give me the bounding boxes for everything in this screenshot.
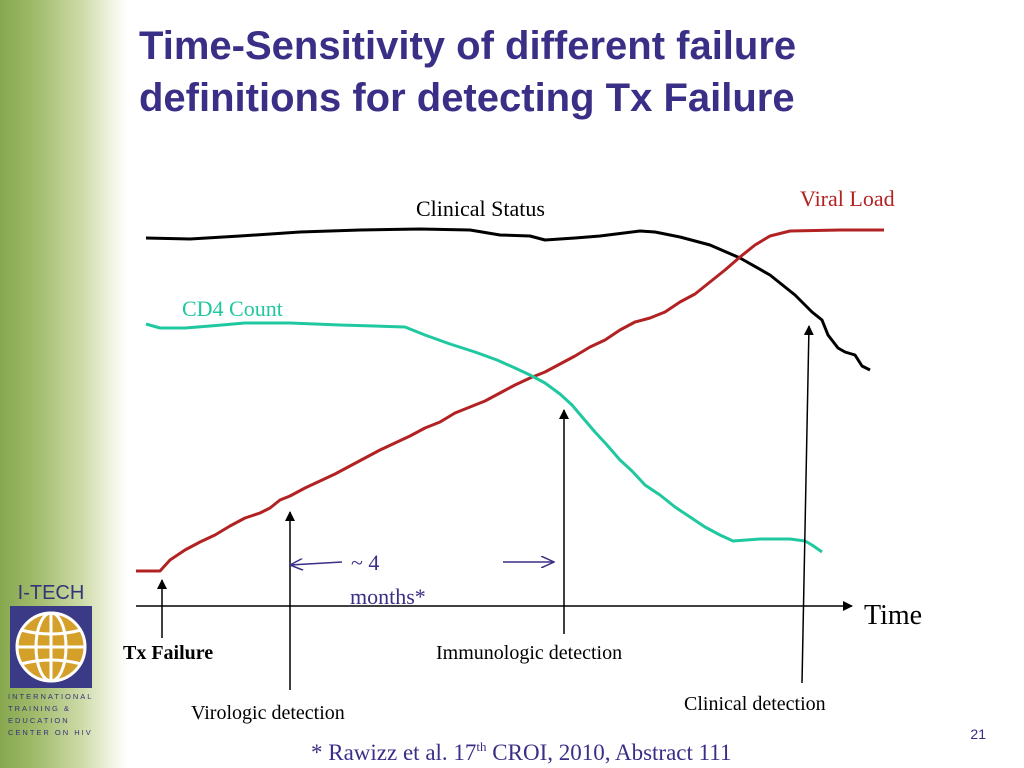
citation-superscript: th: [476, 739, 487, 754]
logo-tagline-1: INTERNATIONAL: [8, 692, 94, 701]
logo-tagline-3: EDUCATION: [8, 716, 70, 725]
clinical-status-label: Clinical Status: [416, 196, 545, 221]
slide-title-line-1: Time-Sensitivity of different failure: [139, 24, 797, 68]
citation: * Rawizz et al. 17th CROI, 2010, Abstrac…: [311, 739, 731, 766]
itech-logo: I-TECH INTERNATIONAL TRAINING & EDUCATIO…: [8, 582, 94, 742]
logo-name: I-TECH: [17, 582, 85, 604]
virologic-detection-label: Virologic detection: [191, 702, 345, 724]
page-number: 21: [970, 726, 986, 742]
logo-tagline-2: TRAINING &: [8, 704, 71, 713]
cd4-count-curve: [145, 321, 823, 554]
citation-text: * Rawizz et al. 17: [311, 740, 477, 765]
logo-tagline-4: CENTER ON HIV: [8, 728, 93, 737]
clinical-detection-marker: [801, 325, 814, 684]
interval-left-arrow: [290, 562, 343, 565]
globe-icon: [10, 606, 92, 688]
viral-load-label: Viral Load: [800, 186, 895, 211]
immunologic-detection-label: Immunologic detection: [436, 642, 623, 664]
time-axis-label: Time: [864, 600, 923, 631]
clinical-detection-label: Clinical detection: [684, 693, 826, 715]
tx-failure-label: Tx Failure: [123, 642, 214, 664]
viral-load-curve: [136, 228, 884, 573]
citation-text-end: CROI, 2010, Abstract 111: [486, 740, 732, 765]
cd4-count-label: CD4 Count: [182, 296, 283, 321]
slide-title: Time-Sensitivity of different failure de…: [139, 20, 999, 124]
interval-label-line-1: ~ 4: [351, 550, 380, 575]
clinical-status-curve: [145, 227, 871, 372]
interval-label-line-2: months*: [350, 584, 426, 609]
slide-title-line-2: definitions for detecting Tx Failure: [139, 76, 795, 120]
